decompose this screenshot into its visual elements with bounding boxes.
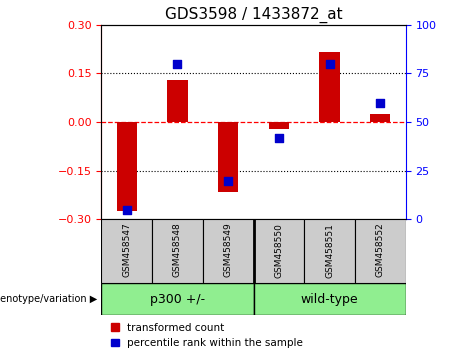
Point bbox=[225, 178, 232, 183]
Bar bbox=[304, 219, 355, 283]
Text: GSM458551: GSM458551 bbox=[325, 223, 334, 278]
Bar bbox=[152, 219, 203, 283]
Bar bbox=[254, 283, 406, 315]
Point bbox=[174, 61, 181, 67]
Bar bbox=[218, 122, 238, 192]
Point bbox=[326, 61, 333, 67]
Bar bbox=[101, 219, 152, 283]
Bar bbox=[269, 122, 289, 129]
Point bbox=[275, 135, 283, 141]
Bar bbox=[117, 122, 137, 211]
Bar bbox=[101, 283, 254, 315]
Bar bbox=[370, 114, 390, 122]
Bar bbox=[203, 219, 254, 283]
Bar bbox=[319, 52, 340, 122]
Point bbox=[377, 100, 384, 105]
Bar bbox=[355, 219, 406, 283]
Point bbox=[123, 207, 130, 212]
Bar bbox=[167, 80, 188, 122]
Text: p300 +/-: p300 +/- bbox=[150, 293, 205, 306]
Text: GSM458548: GSM458548 bbox=[173, 223, 182, 278]
Text: GSM458547: GSM458547 bbox=[122, 223, 131, 278]
Text: wild-type: wild-type bbox=[301, 293, 359, 306]
Legend: transformed count, percentile rank within the sample: transformed count, percentile rank withi… bbox=[106, 319, 307, 352]
Title: GDS3598 / 1433872_at: GDS3598 / 1433872_at bbox=[165, 7, 343, 23]
Text: GSM458549: GSM458549 bbox=[224, 223, 233, 278]
Text: GSM458550: GSM458550 bbox=[274, 223, 284, 278]
Text: GSM458552: GSM458552 bbox=[376, 223, 385, 278]
Text: genotype/variation ▶: genotype/variation ▶ bbox=[0, 294, 97, 304]
Bar bbox=[254, 219, 304, 283]
